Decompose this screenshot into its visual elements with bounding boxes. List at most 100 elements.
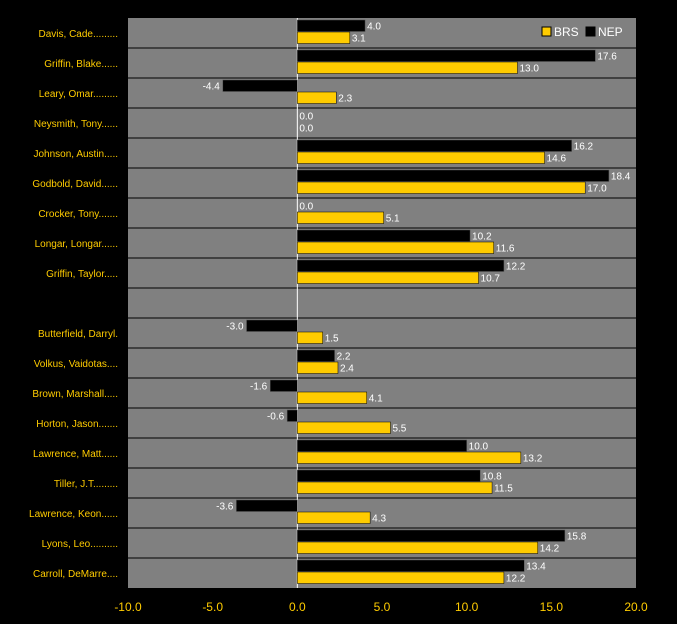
x-tick-label: 10.0: [455, 600, 479, 614]
bar-brs: [297, 151, 545, 164]
bar-nep: [222, 79, 298, 92]
x-tick-label: 15.0: [540, 600, 564, 614]
bar-brs: [297, 31, 351, 44]
data-label-nep: 0.0: [299, 112, 313, 123]
data-label-brs: 0.0: [299, 124, 313, 135]
data-label-brs: 11.5: [494, 484, 513, 495]
bar-brs: [297, 361, 339, 374]
data-label-nep: -4.4: [203, 82, 221, 93]
data-label-brs: 1.5: [325, 334, 339, 345]
bar-nep: [297, 559, 525, 572]
category-label: Lawrence, Matt......: [33, 449, 118, 460]
category-label: Brown, Marshall.....: [32, 389, 118, 400]
data-label-brs: 11.6: [496, 244, 515, 255]
bar-nep: [297, 439, 467, 452]
bar-brs: [297, 391, 368, 404]
category-label: Griffin, Blake......: [44, 59, 118, 70]
data-label-brs: 5.5: [392, 424, 406, 435]
plot-background: [128, 18, 636, 588]
legend: BRS NEP: [541, 25, 623, 39]
legend-label-nep: NEP: [598, 25, 623, 39]
data-label-nep: 0.0: [299, 202, 313, 213]
category-label: Griffin, Taylor.....: [46, 269, 118, 280]
bar-nep: [297, 169, 610, 182]
data-label-brs: 10.7: [481, 274, 501, 285]
data-label-nep: 10.8: [482, 472, 502, 483]
bar-nep: [297, 229, 471, 242]
data-label-nep: 10.0: [469, 442, 489, 453]
bar-brs: [297, 541, 539, 554]
data-label-nep: 12.2: [506, 262, 526, 273]
bar-nep: [286, 409, 298, 422]
bar-brs: [297, 241, 495, 254]
x-tick-label: -5.0: [202, 600, 223, 614]
data-label-nep: 10.2: [472, 232, 492, 243]
category-label: Godbold, David......: [32, 179, 118, 190]
category-label: Crocker, Tony.......: [38, 209, 118, 220]
bar-brs: [297, 211, 384, 224]
category-label: Davis, Cade.........: [39, 29, 118, 40]
data-label-brs: 12.2: [506, 574, 526, 585]
bar-brs: [297, 421, 391, 434]
bar-nep: [236, 499, 298, 512]
data-label-nep: 13.4: [526, 562, 546, 573]
data-label-brs: 2.3: [338, 94, 352, 105]
data-label-nep: 4.0: [367, 22, 381, 33]
data-label-brs: 14.6: [547, 154, 567, 165]
bar-brs: [297, 451, 522, 464]
legend-swatch-nep: [585, 26, 596, 37]
x-tick-label: -10.0: [114, 600, 142, 614]
category-label: Butterfield, Darryl.: [38, 329, 118, 340]
bar-brs: [297, 511, 371, 524]
data-label-nep: 15.8: [567, 532, 587, 543]
bar-nep: [297, 49, 596, 62]
x-tick-label: 0.0: [289, 600, 306, 614]
bar-nep: [269, 379, 298, 392]
bar-nep: [246, 319, 298, 332]
category-label: Tiller, J.T.........: [54, 479, 118, 490]
bar-brs: [297, 481, 493, 494]
category-label: Longar, Longar......: [35, 239, 118, 250]
data-label-nep: -0.6: [267, 412, 285, 423]
data-label-nep: -3.6: [216, 502, 234, 513]
data-label-brs: 5.1: [386, 214, 400, 225]
legend-label-brs: BRS: [554, 25, 579, 39]
x-tick-labels: -10.0 -5.0 0.0 5.0 10.0 15.0 20.0: [114, 600, 648, 614]
data-label-brs: 14.2: [540, 544, 560, 555]
category-label: Volkus, Vaidotas....: [34, 359, 118, 370]
bars-group: 4.0 17.6 -4.4 0.0 16.2 18.4 0.0 10.2 12.2 -3.0 2.2…: [203, 19, 631, 585]
legend-swatch-brs: [541, 26, 552, 37]
data-label-brs: 2.4: [340, 364, 354, 375]
data-label-nep: 16.2: [574, 142, 594, 153]
category-label: Lawrence, Keon......: [29, 509, 118, 520]
bar-nep: [297, 469, 481, 482]
data-label-nep: 17.6: [597, 52, 617, 63]
data-label-nep: -3.0: [226, 322, 244, 333]
bar-nep: [297, 19, 366, 32]
data-label-brs: 3.1: [352, 34, 366, 45]
x-tick-label: 20.0: [624, 600, 648, 614]
data-label-brs: 13.0: [519, 64, 539, 75]
category-labels: Davis, Cade......... Griffin, Blake......…: [29, 29, 118, 580]
category-label: Leary, Omar.........: [39, 89, 118, 100]
bar-brs: [297, 571, 505, 584]
data-label-brs: 13.2: [523, 454, 543, 465]
row-separators: [128, 47, 636, 559]
bar-brs: [297, 91, 337, 104]
data-label-nep: 18.4: [611, 172, 631, 183]
category-label: Johnson, Austin.....: [34, 149, 119, 160]
bar-brs: [297, 61, 518, 74]
data-label-nep: 2.2: [337, 352, 351, 363]
category-label: Horton, Jason.......: [36, 419, 118, 430]
bar-nep: [297, 529, 566, 542]
category-label: Lyons, Leo..........: [42, 539, 118, 550]
data-label-brs: 4.3: [372, 514, 386, 525]
bar-nep: [297, 259, 505, 272]
data-label-brs: 4.1: [369, 394, 383, 405]
x-tick-label: 5.0: [374, 600, 391, 614]
data-label-brs: 17.0: [587, 184, 607, 195]
bar-nep: [297, 139, 572, 152]
bar-nep: [297, 349, 335, 362]
bar-brs: [297, 181, 586, 194]
